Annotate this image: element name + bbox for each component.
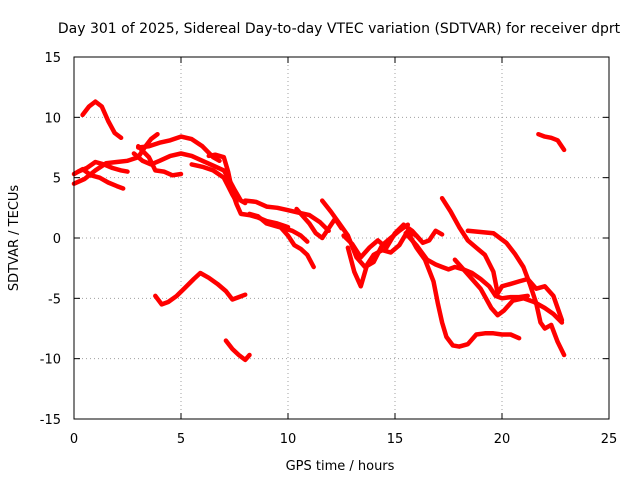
y-tick-label: 10 xyxy=(44,111,61,126)
series-trace-16 xyxy=(345,228,445,289)
series-trace-20 xyxy=(465,228,567,358)
x-tick-label: 10 xyxy=(280,432,297,447)
series-trace-15 xyxy=(341,222,423,260)
series-trace-22 xyxy=(536,131,567,153)
x-tick-label: 0 xyxy=(70,432,78,447)
plot-frame xyxy=(73,56,610,420)
y-tick-label: -5 xyxy=(48,292,61,307)
series-trace-7 xyxy=(135,144,184,178)
series-trace-2 xyxy=(71,131,160,186)
y-tick-label: -10 xyxy=(40,353,61,368)
series-trace-23 xyxy=(153,270,248,307)
y-tick-label: 15 xyxy=(44,51,61,66)
series-trace-19 xyxy=(439,195,565,323)
series-trace-24 xyxy=(223,338,252,363)
y-tick-label: 5 xyxy=(53,172,61,187)
x-tick-label: 20 xyxy=(494,432,511,447)
x-tick-label: 5 xyxy=(177,432,185,447)
series-trace-21 xyxy=(452,257,565,325)
y-axis-label: SDTVAR / TECUs xyxy=(7,185,22,292)
series-trace-8 xyxy=(206,152,291,230)
data-series xyxy=(71,99,567,363)
x-tick-label: 15 xyxy=(387,432,404,447)
y-tick-label: -15 xyxy=(40,413,61,428)
series-trace-18 xyxy=(405,229,522,349)
x-tick-label: 25 xyxy=(601,432,618,447)
x-axis-label: GPS time / hours xyxy=(286,459,395,474)
y-tick-label: 0 xyxy=(53,232,61,247)
series-trace-1 xyxy=(80,99,124,141)
chart-title: Day 301 of 2025, Sidereal Day-to-day VTE… xyxy=(58,21,621,37)
series-trace-12 xyxy=(277,223,316,270)
series-trace-13 xyxy=(294,206,344,241)
grid-lines xyxy=(74,57,609,419)
series-trace-9 xyxy=(189,162,239,205)
series-trace-4 xyxy=(76,159,130,174)
axis-ticks: 0 5 10 15 20 25 -15 -10 -5 0 5 10 15 xyxy=(40,51,618,447)
series-trace-10 xyxy=(242,198,331,234)
